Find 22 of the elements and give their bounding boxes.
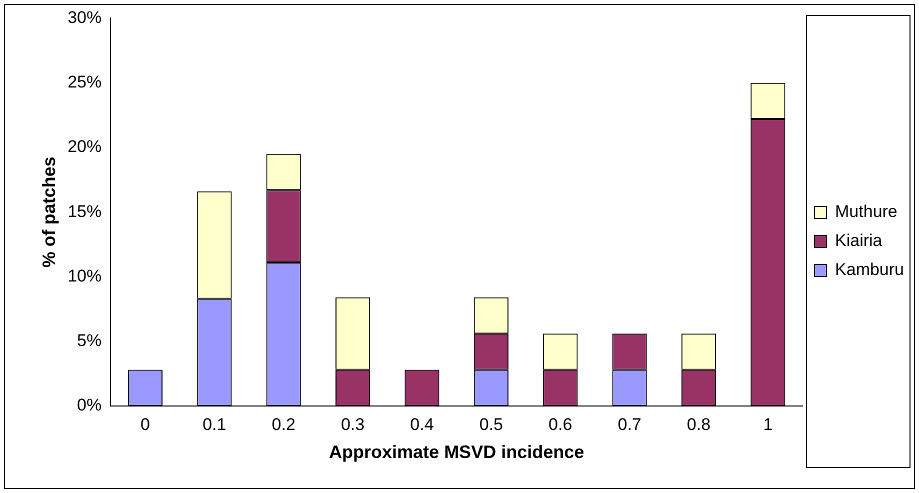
x-tick-label: 0.3 [340,414,365,434]
x-tick-label: 0.8 [686,414,711,434]
x-tick-label: 0.2 [272,414,296,434]
x-tick-label: 0.4 [410,414,434,434]
y-axis-title: % of patches [38,156,59,268]
y-tick-label: 25% [68,72,102,92]
legend-label: Kiairia [835,231,883,250]
x-tick-label: 0.7 [618,414,642,434]
y-tick-label: 30% [68,8,102,27]
x-tick-label: 0.1 [202,414,226,434]
x-tick-label: 1 [763,414,773,434]
y-tick-label: 0% [77,396,102,415]
y-tick-label: 20% [68,137,102,156]
legend-label: Kamburu [835,260,904,280]
legend-label: Muthure [835,202,898,222]
y-tick-label: 15% [68,202,102,221]
x-axis-title: Approximate MSVD incidence [329,442,584,462]
x-tick-label: 0.5 [479,414,503,434]
y-tick-label: 10% [68,266,102,286]
y-tick-label: 5% [77,331,102,350]
x-tick-label: 0 [140,414,150,434]
x-tick-label: 0.6 [548,414,572,434]
